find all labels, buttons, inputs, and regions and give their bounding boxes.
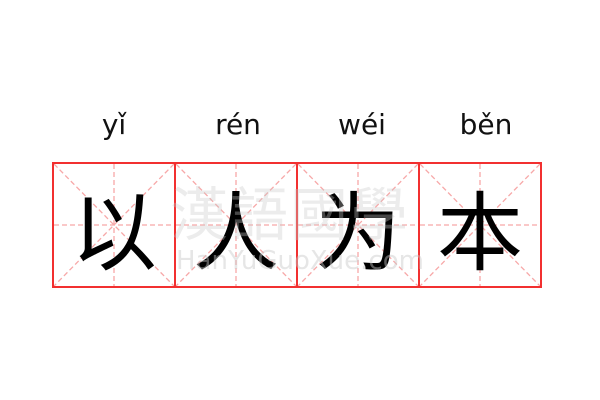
character-2: 人 (193, 183, 279, 284)
guide-line (420, 164, 540, 286)
character-3: 为 (315, 183, 401, 284)
guide-line (298, 164, 418, 286)
grid-cell: 人 (174, 162, 298, 288)
pinyin-3: wéi (338, 108, 386, 141)
guide-line (420, 164, 540, 286)
character-grid: 以 人 为 本 (52, 162, 549, 288)
guide-line (54, 164, 174, 286)
grid-cell: 以 (52, 162, 176, 288)
character-4: 本 (437, 183, 523, 284)
pinyin-4: běn (459, 108, 513, 141)
guide-line (176, 164, 296, 286)
guide-line (298, 164, 418, 286)
guide-line (54, 164, 174, 286)
guide-line (176, 164, 296, 286)
pinyin-1: yǐ (101, 108, 127, 141)
grid-cell: 为 (296, 162, 420, 288)
grid-cell: 本 (418, 162, 542, 288)
pinyin-2: rén (215, 108, 261, 141)
guide-lines (176, 164, 296, 286)
character-1: 以 (71, 183, 157, 284)
guide-lines (420, 164, 540, 286)
guide-lines (298, 164, 418, 286)
guide-lines (54, 164, 174, 286)
